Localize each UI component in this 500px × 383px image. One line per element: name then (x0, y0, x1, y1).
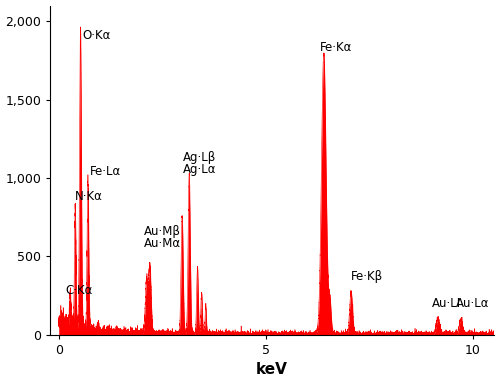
Text: Au·Mα: Au·Mα (144, 237, 181, 250)
Text: Au·Mβ: Au·Mβ (144, 225, 180, 237)
X-axis label: keV: keV (256, 362, 288, 377)
Text: C·Kα: C·Kα (65, 284, 92, 297)
Text: Ag·Lα: Ag·Lα (183, 164, 216, 177)
Text: Fe·Lα: Fe·Lα (90, 165, 121, 178)
Text: Ag·Lβ: Ag·Lβ (183, 151, 216, 164)
Text: Au·Lα: Au·Lα (456, 297, 490, 310)
Text: Fe·Kβ: Fe·Kβ (350, 270, 383, 283)
Text: N·Kα: N·Kα (74, 190, 102, 203)
Text: O·Kα: O·Kα (82, 29, 110, 42)
Text: Fe·Kα: Fe·Kα (320, 41, 352, 54)
Text: Au·LI: Au·LI (432, 297, 460, 310)
